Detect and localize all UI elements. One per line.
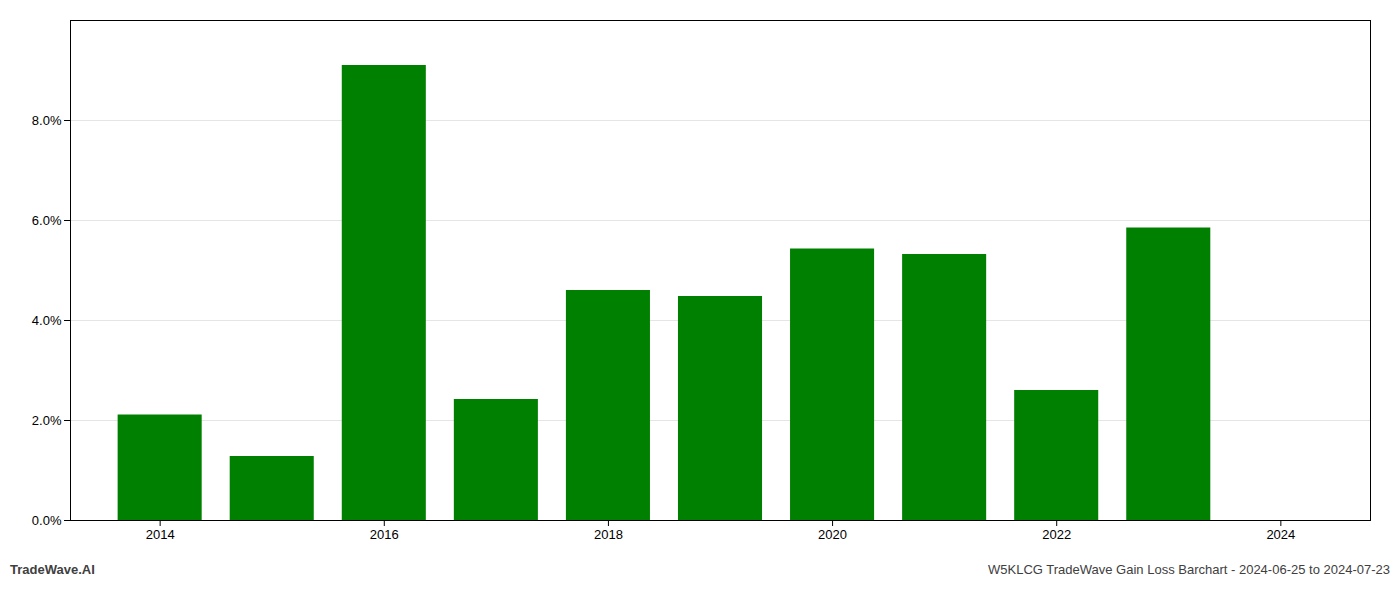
svg-text:4.0%: 4.0% [32, 313, 62, 328]
svg-text:2020: 2020 [818, 527, 847, 542]
html-text:TradeWave.AI: TradeWave.AI [10, 562, 95, 577]
svg-text:6.0%: 6.0% [32, 213, 62, 228]
svg-text:8.0%: 8.0% [32, 113, 62, 128]
svg-text:2022: 2022 [1042, 527, 1071, 542]
svg-text:2.0%: 2.0% [32, 413, 62, 428]
html-text:W5KLCG TradeWave Gain Loss Bar: W5KLCG TradeWave Gain Loss Barchart - 20… [988, 562, 1390, 577]
svg-text:2016: 2016 [370, 527, 399, 542]
svg-text:0.0%: 0.0% [32, 513, 62, 528]
svg-text:2018: 2018 [594, 527, 623, 542]
svg-text:2024: 2024 [1266, 527, 1295, 542]
svg-text:2014: 2014 [146, 527, 175, 542]
